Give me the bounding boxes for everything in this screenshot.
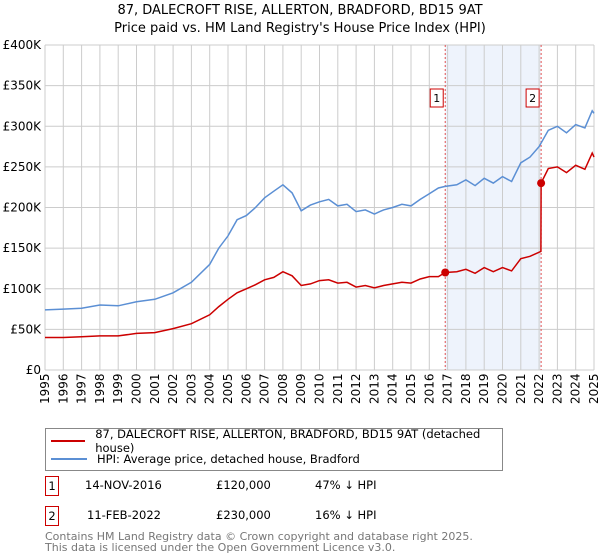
annotation-box — [429, 88, 444, 108]
x-tick-label: 2013 — [367, 373, 381, 404]
y-tick-label: £350K — [3, 79, 43, 93]
annotation-label: 2 — [529, 92, 536, 105]
y-tick-label: £200K — [3, 201, 43, 215]
transaction-date: 11-FEB-2022 — [87, 508, 161, 522]
transaction-hpi: 16% ↓ HPI — [315, 508, 377, 522]
series-line — [45, 151, 595, 339]
y-tick-label: £100K — [3, 282, 43, 296]
x-tick-label: 1998 — [93, 373, 107, 404]
annotation-label: 1 — [433, 92, 440, 105]
transaction-date: 14-NOV-2016 — [85, 478, 162, 492]
legend-label: 87, DALECROFT RISE, ALLERTON, BRADFORD, … — [95, 427, 481, 455]
x-tick-label: 2018 — [459, 373, 473, 404]
transaction-marker: 2 — [45, 506, 59, 526]
x-tick-label: 2009 — [294, 373, 308, 404]
series-line — [44, 109, 595, 311]
chart-title: 87, DALECROFT RISE, ALLERTON, BRADFORD, … — [117, 3, 483, 18]
x-tick-label: 2002 — [166, 373, 180, 404]
transaction-price: £230,000 — [216, 508, 271, 522]
y-tick-label: £150K — [3, 241, 43, 255]
x-tick-label: 2021 — [514, 373, 528, 404]
x-tick-label: 2003 — [184, 373, 198, 404]
y-tick-label: £50K — [10, 322, 42, 336]
x-tick-label: 2012 — [349, 373, 363, 404]
annotation-box — [525, 88, 540, 108]
legend: 87, DALECROFT RISE, ALLERTON, BRADFORD, … — [45, 427, 503, 471]
transaction-price: £120,000 — [216, 478, 271, 492]
y-tick-label: £0 — [26, 363, 41, 377]
x-tick-label: 2015 — [404, 373, 418, 404]
x-tick-label: 2011 — [331, 373, 345, 404]
x-tick-label: 2019 — [477, 373, 491, 404]
x-tick-label: 2000 — [130, 373, 144, 404]
x-tick-label: 2001 — [148, 373, 162, 404]
x-tick-label: 2007 — [258, 373, 272, 404]
x-tick-label: 2020 — [496, 373, 510, 404]
x-tick-label: 2025 — [587, 373, 600, 404]
x-tick-label: 2004 — [203, 373, 217, 404]
x-tick-label: 2023 — [550, 373, 564, 404]
x-tick-label: 2024 — [569, 373, 583, 404]
legend-label: HPI: Average price, detached house, Brad… — [97, 452, 360, 466]
footer-line: Contains HM Land Registry data © Crown c… — [45, 530, 473, 543]
chart-subtitle: Price paid vs. HM Land Registry's House … — [114, 21, 486, 36]
sale-point — [441, 268, 450, 277]
legend-swatch-blue — [51, 458, 87, 460]
x-tick-label: 2017 — [441, 373, 455, 404]
transaction-hpi: 47% ↓ HPI — [315, 478, 377, 492]
x-tick-label: 1999 — [111, 373, 125, 404]
legend-item-hpi: HPI: Average price, detached house, Brad… — [51, 451, 360, 467]
x-tick-label: 2014 — [386, 373, 400, 404]
plot-area: 1995 1996 1997 1998 1999 2000 2001 2002 2003 2004… — [3, 38, 600, 404]
legend-item-property: 87, DALECROFT RISE, ALLERTON, BRADFORD, … — [51, 427, 502, 455]
x-tick-label: 2022 — [532, 373, 546, 404]
x-tick-label: 1997 — [75, 373, 89, 404]
transaction-marker: 1 — [45, 476, 59, 496]
footer-line: This data is licensed under the Open Gov… — [45, 541, 396, 554]
legend-swatch-red — [51, 440, 86, 442]
y-tick-label: £250K — [3, 160, 43, 174]
x-tick-label: 1996 — [56, 373, 70, 404]
y-tick-label: £400K — [3, 38, 43, 52]
x-tick-label: 2016 — [422, 373, 436, 404]
x-tick-label: 2010 — [313, 373, 327, 404]
footer: Contains HM Land Registry data © Crown c… — [45, 531, 473, 553]
x-tick-label: 2005 — [221, 373, 235, 404]
x-tick-label: 1995 — [38, 373, 52, 404]
x-tick-label: 2006 — [239, 373, 253, 404]
sale-point — [537, 179, 546, 188]
x-tick-label: 2008 — [276, 373, 290, 404]
y-tick-label: £300K — [3, 119, 43, 133]
